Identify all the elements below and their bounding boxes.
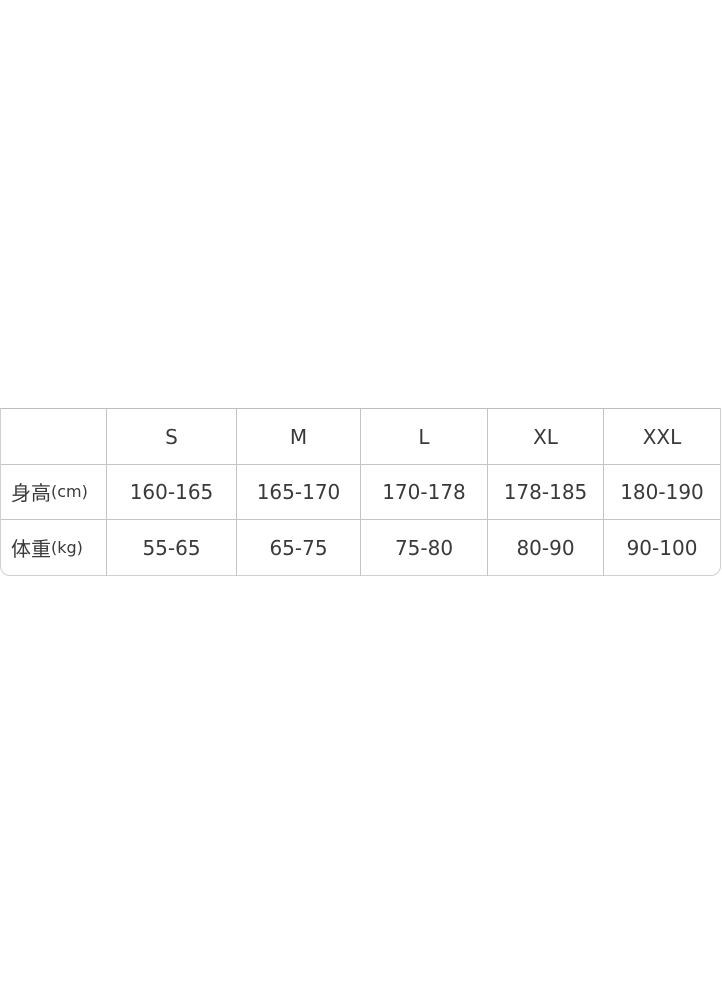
table-cell: 75-80	[361, 519, 488, 576]
table-cell: 180-190	[620, 479, 704, 504]
table-cell: 65-75	[237, 519, 361, 576]
header-cell-empty	[1, 409, 107, 464]
row-unit: (kg)	[51, 538, 83, 557]
table-cell: 80-90	[488, 519, 604, 576]
row-label: 身高 (cm)	[1, 464, 107, 519]
header-cell-xxl: XXL	[642, 424, 682, 449]
row-label-text: 体重	[11, 537, 51, 561]
table-cell: 160-165	[107, 464, 237, 519]
table-cell: 90-100	[626, 535, 698, 560]
table-cell: 178-185	[488, 464, 604, 519]
table-cell: 165-170	[237, 464, 361, 519]
size-chart-table: S M L XL XXL 身高 (cm) 160-165 165-170 170-…	[0, 408, 721, 576]
table-row-weight: 体重 (kg) 55-65 65-75 75-80 80-90 90-100	[1, 519, 720, 576]
row-label-text: 身高	[11, 481, 51, 505]
header-cell-m: M	[237, 409, 361, 464]
row-label: 体重 (kg)	[1, 519, 107, 576]
table-cell: 55-65	[107, 519, 237, 576]
table-row-height: 身高 (cm) 160-165 165-170 170-178 178-185 1…	[1, 464, 720, 520]
header-cell-s: S	[107, 409, 237, 464]
header-row: S M L XL XXL	[1, 409, 720, 465]
table-cell: 170-178	[361, 464, 488, 519]
header-cell-xl: XL	[488, 409, 604, 464]
header-cell-l: L	[361, 409, 488, 464]
row-unit: (cm)	[51, 482, 88, 501]
